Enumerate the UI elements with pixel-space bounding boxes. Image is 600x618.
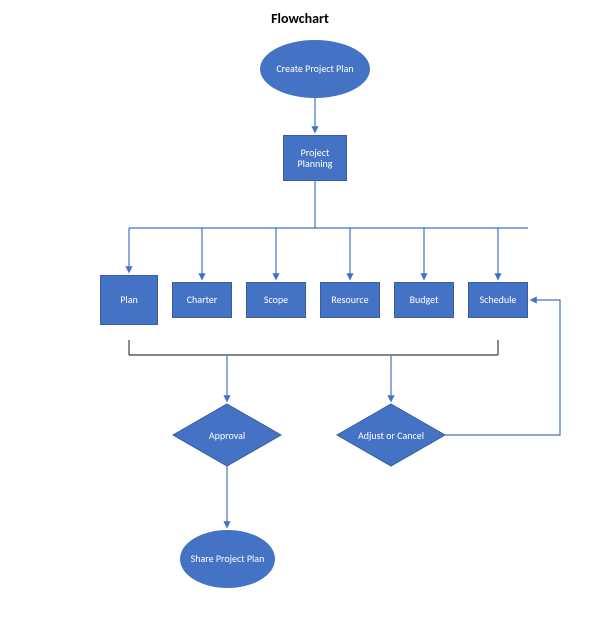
node-start: Create Project Plan	[260, 40, 370, 98]
node-adjust	[337, 404, 445, 466]
node-scope: Scope	[246, 282, 306, 318]
node-budget: Budget	[394, 282, 454, 318]
node-label: Resource	[331, 294, 368, 306]
node-charter: Charter	[172, 282, 232, 318]
node-approval	[173, 404, 281, 466]
node-plan: Plan	[100, 275, 158, 325]
node-planning: Project Planning	[283, 135, 347, 181]
node-label: Charter	[187, 294, 218, 306]
node-label: Budget	[410, 294, 439, 306]
node-label: Share Project Plan	[191, 553, 265, 565]
node-schedule: Schedule	[468, 282, 528, 318]
node-label: Schedule	[480, 294, 517, 306]
node-share: Share Project Plan	[180, 530, 275, 588]
flowchart-canvas: Flowchart Create Project PlanProject Pla…	[0, 0, 600, 618]
node-resource: Resource	[320, 282, 380, 318]
node-label: Scope	[264, 294, 288, 306]
node-label: Create Project Plan	[276, 63, 353, 75]
node-label: Project Planning	[286, 147, 344, 170]
node-label: Plan	[120, 294, 138, 306]
edge	[445, 300, 560, 435]
